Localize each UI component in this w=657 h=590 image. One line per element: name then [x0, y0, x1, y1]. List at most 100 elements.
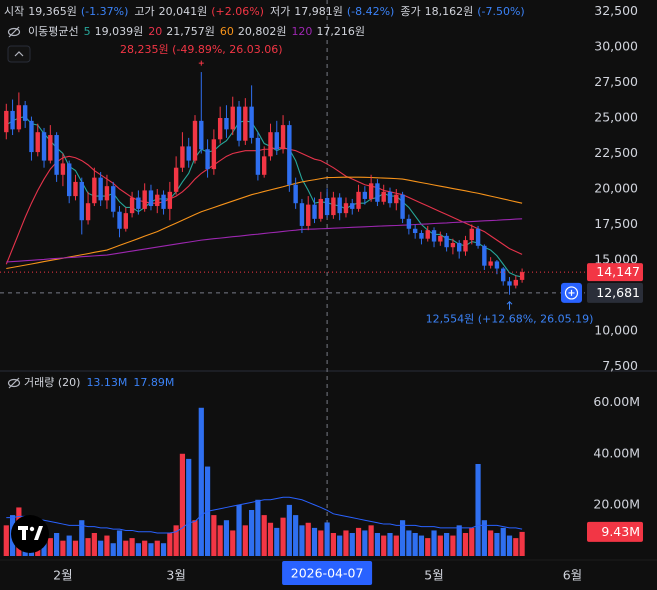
- volume-bar: [355, 527, 362, 556]
- x-tick-label: 2월: [53, 568, 72, 583]
- volume-bar: [98, 540, 104, 556]
- ma-legend-period: 20: [148, 25, 162, 38]
- ohlc-value: 17,981원: [294, 5, 343, 18]
- volume-bar: [406, 530, 412, 556]
- add-alert-ring: [564, 286, 579, 300]
- volume-bar: [450, 535, 456, 556]
- volume-bar: [456, 525, 462, 556]
- volume-bar: [47, 538, 53, 556]
- candle-body: [249, 106, 254, 138]
- ohlc-change: (-8.42%): [347, 5, 395, 18]
- volume-bar: [305, 522, 311, 556]
- volume-bar: [418, 535, 425, 556]
- candle-body: [136, 197, 141, 209]
- volume-bar: [513, 538, 519, 556]
- candle-body: [475, 228, 481, 246]
- candle-body: [85, 203, 91, 221]
- volume-bar: [230, 530, 236, 556]
- candle-body: [280, 125, 286, 150]
- y-tick-label: 22,500: [594, 145, 638, 160]
- candle-body: [375, 183, 380, 202]
- y-tick-label: 27,500: [594, 74, 638, 89]
- candle-body: [431, 230, 437, 242]
- ohlc-label: 종가: [400, 5, 420, 18]
- candle-body: [155, 194, 160, 207]
- candle-body: [501, 268, 506, 282]
- candle-body: [211, 139, 217, 170]
- ma-legend-period: 120: [291, 25, 312, 38]
- volume-bar: [330, 533, 336, 556]
- candle-body: [167, 191, 173, 209]
- volume-bar: [186, 458, 192, 556]
- crosshair-date-box: [282, 561, 373, 585]
- y2-tick-label: 20.00M: [593, 496, 640, 511]
- volume-bar: [362, 530, 368, 556]
- ma-visibility-icon[interactable]: [7, 26, 21, 38]
- volume-bar: [280, 517, 286, 556]
- candle-body: [343, 203, 349, 214]
- candle-body: [117, 211, 122, 229]
- candle-body: [299, 203, 305, 226]
- collapse-button[interactable]: [7, 45, 31, 63]
- candle-body: [10, 110, 15, 130]
- candle-body: [362, 191, 368, 199]
- volume-bar: [104, 535, 110, 556]
- volume-bar: [324, 522, 330, 556]
- candle-body: [92, 177, 97, 204]
- volume-visibility-icon[interactable]: [7, 377, 21, 389]
- volume-bar: [91, 533, 97, 556]
- candle-body: [148, 190, 154, 207]
- crosshair-price-label: 12,681: [596, 285, 640, 300]
- volume-bar: [488, 530, 494, 556]
- candle-body: [29, 120, 34, 153]
- ma-legend-value: 21,757원: [166, 25, 215, 38]
- volume-bar: [129, 538, 135, 556]
- candle-body: [243, 106, 248, 141]
- candle-body: [35, 132, 40, 153]
- volume-bar: [123, 540, 129, 556]
- ohlc-label: 고가: [134, 5, 154, 18]
- candle-body: [268, 132, 273, 157]
- ma-legend-period: 60: [220, 25, 234, 38]
- volume-bar: [475, 464, 481, 556]
- y-tick-label: 17,500: [594, 216, 638, 231]
- last-volume-label: 9.43M: [601, 524, 640, 539]
- y-tick-label: 20,000: [594, 181, 638, 196]
- volume-bar: [500, 527, 506, 556]
- candle-body: [482, 245, 487, 266]
- candle-body: [255, 137, 261, 175]
- volume-bar: [267, 522, 274, 556]
- candle-body: [400, 194, 405, 219]
- volume-bar: [381, 535, 387, 556]
- candle-body: [123, 213, 129, 229]
- candle-body: [111, 186, 116, 212]
- candle-body: [306, 204, 311, 226]
- add-alert-button[interactable]: [561, 282, 582, 303]
- volume-legend: 거래량 (20) 13.13M 17.89M: [24, 376, 174, 389]
- volume-bar: [167, 533, 173, 556]
- y2-tick-label: 40.00M: [593, 445, 640, 460]
- candle-body: [73, 181, 78, 197]
- volume-bar: [437, 535, 443, 556]
- candle-body: [274, 132, 279, 150]
- y-tick-label: 32,500: [594, 3, 638, 18]
- volume-bar: [481, 520, 487, 556]
- volume-bar: [444, 533, 450, 556]
- candle-body: [173, 167, 179, 192]
- volume-bar: [494, 533, 500, 556]
- volume-bar: [412, 533, 418, 556]
- candle-body: [192, 120, 198, 161]
- candle-body: [450, 242, 456, 248]
- volume-bar: [299, 525, 305, 556]
- candle-body: [331, 197, 336, 216]
- candle-body: [444, 235, 449, 248]
- volume-bar: [293, 515, 299, 556]
- candle-body: [41, 132, 47, 161]
- volume-legend-value: 17.89M: [133, 376, 174, 389]
- volume-bar: [148, 543, 154, 556]
- ohlc-legend: 시작 19,365원 (-1.37%) 고가 20,041원 (+2.06%) 저가 17,9…: [4, 5, 525, 18]
- volume-bar: [286, 504, 292, 556]
- volume-legend-value: 13.13M: [86, 376, 127, 389]
